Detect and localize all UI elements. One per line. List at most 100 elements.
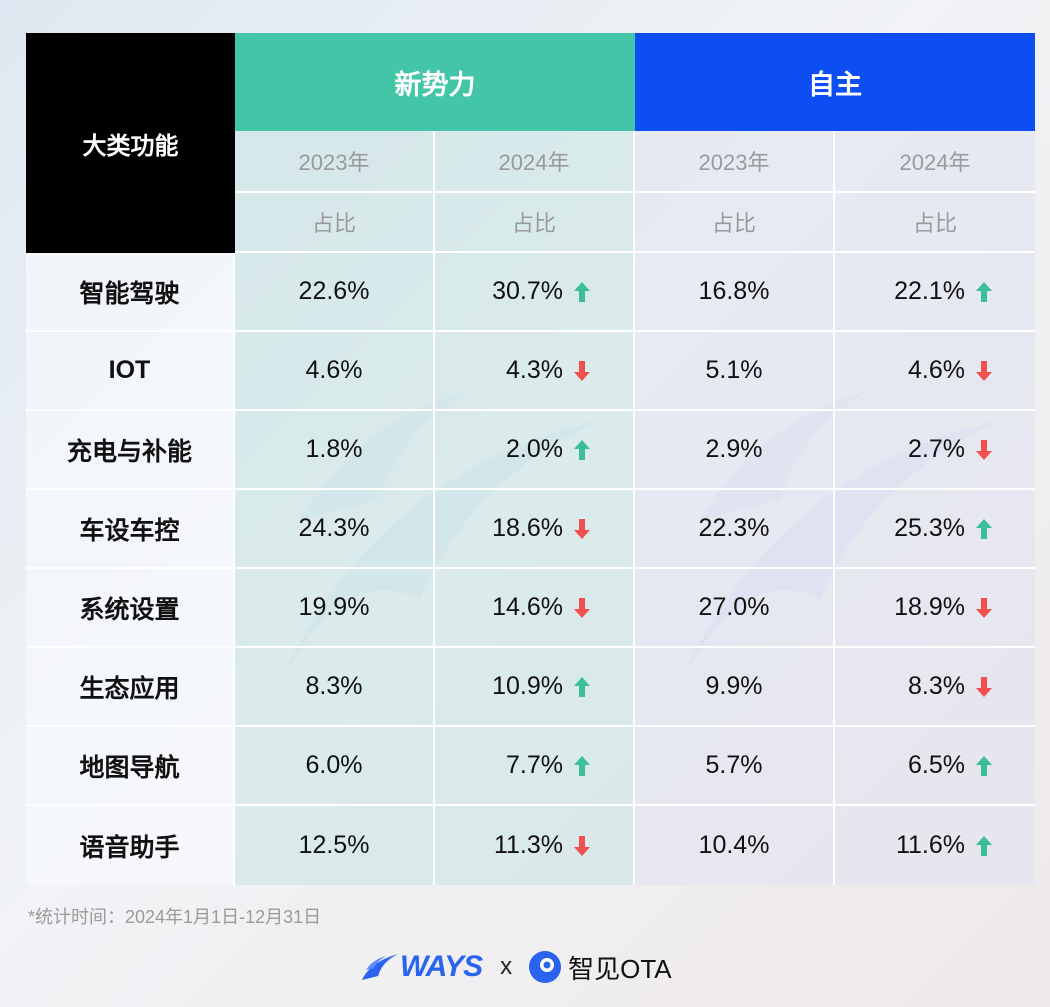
table-cell: 4.3% [435, 332, 635, 411]
row-category-label: 地图导航 [26, 727, 235, 806]
arrow-down-icon [976, 676, 992, 697]
cell-value: 22.3% [698, 514, 770, 542]
metric-header: 占比 [235, 193, 435, 253]
cell-value: 5.7% [705, 751, 763, 779]
arrow-up-icon [976, 518, 992, 539]
table-cell: 19.9% [235, 569, 435, 648]
table-cell: 14.6% [435, 569, 635, 648]
arrow-up-icon [976, 755, 992, 776]
ways-logo-text: WAYS [400, 950, 483, 983]
cell-value: 27.0% [698, 593, 770, 621]
cell-value: 8.3% [908, 672, 965, 700]
arrow-down-icon [574, 835, 590, 856]
arrow-down-icon [976, 439, 992, 460]
cell-value: 25.3% [894, 514, 965, 542]
cell-value: 1.8% [305, 435, 363, 463]
cell-value: 10.9% [492, 672, 563, 700]
table-cell: 8.3% [835, 648, 1035, 727]
cell-value: 5.1% [705, 356, 763, 384]
brand-bar: WAYS x 智见OTA [360, 945, 672, 989]
table-cell: 24.3% [235, 490, 435, 569]
cell-value: 8.3% [305, 672, 363, 700]
row-category-label: 智能驾驶 [26, 253, 235, 332]
cell-value: 10.4% [698, 831, 770, 859]
cell-value: 4.6% [908, 356, 965, 384]
cell-value: 11.6% [895, 831, 965, 859]
table-cell: 2.7% [835, 411, 1035, 490]
arrow-up-icon [976, 835, 992, 856]
row-category-label: IOT [26, 332, 235, 411]
cell-value: 19.9% [298, 593, 370, 621]
zhijian-logo-text: 智见OTA [568, 953, 672, 984]
row-category-label: 充电与补能 [26, 411, 235, 490]
arrow-up-icon [574, 439, 590, 460]
table-cell: 5.7% [635, 727, 835, 806]
data-table: 大类功能 新势力 自主 2023年 2024年 2023年 2024年 占比 占… [26, 33, 1035, 886]
row-category-label: 系统设置 [26, 569, 235, 648]
cell-value: 11.3% [493, 831, 563, 859]
arrow-down-icon [574, 360, 590, 381]
table-cell: 22.6% [235, 253, 435, 332]
table-cell: 10.9% [435, 648, 635, 727]
year-header: 2023年 [635, 131, 835, 193]
table-cell: 11.6% [835, 806, 1035, 885]
metric-header: 占比 [435, 193, 635, 253]
year-header: 2024年 [435, 131, 635, 193]
year-header: 2023年 [235, 131, 435, 193]
cell-value: 14.6% [492, 593, 563, 621]
table-cell: 7.7% [435, 727, 635, 806]
cell-value: 18.6% [492, 514, 563, 542]
table-cell: 12.5% [235, 806, 435, 885]
row-category-label: 车设车控 [26, 490, 235, 569]
zhijian-logo-icon [529, 951, 562, 983]
table-cell: 8.3% [235, 648, 435, 727]
cell-value: 4.3% [506, 356, 563, 384]
cell-value: 22.6% [298, 277, 370, 305]
table-cell: 18.9% [835, 569, 1035, 648]
year-header: 2024年 [835, 131, 1035, 193]
table-cell: 10.4% [635, 806, 835, 885]
cell-value: 7.7% [506, 751, 563, 779]
cell-value: 4.6% [305, 356, 363, 384]
arrow-up-icon [574, 676, 590, 697]
cell-value: 22.1% [894, 277, 965, 305]
footnote: *统计时间：2024年1月1日-12月31日 [28, 907, 322, 927]
cell-value: 6.0% [305, 751, 363, 779]
table-cell: 9.9% [635, 648, 835, 727]
corner-header: 大类功能 [26, 33, 235, 253]
arrow-up-icon [976, 281, 992, 302]
table-cell: 18.6% [435, 490, 635, 569]
arrow-up-icon [574, 281, 590, 302]
cell-value: 2.0% [506, 435, 563, 463]
brand-separator: x [500, 953, 513, 980]
table-cell: 4.6% [835, 332, 1035, 411]
cell-value: 12.5% [298, 831, 370, 859]
group-header-new: 新势力 [235, 33, 635, 131]
arrow-down-icon [976, 360, 992, 381]
cell-value: 6.5% [908, 751, 965, 779]
row-category-label: 语音助手 [26, 806, 235, 885]
row-category-label: 生态应用 [26, 648, 235, 727]
cell-value: 24.3% [298, 514, 370, 542]
arrow-down-icon [574, 597, 590, 618]
cell-value: 2.7% [908, 435, 965, 463]
ways-logo-icon [362, 954, 398, 980]
cell-value: 16.8% [698, 277, 770, 305]
table-cell: 2.0% [435, 411, 635, 490]
table-cell: 6.5% [835, 727, 1035, 806]
table-cell: 4.6% [235, 332, 435, 411]
table-cell: 25.3% [835, 490, 1035, 569]
table-cell: 22.1% [835, 253, 1035, 332]
table-cell: 27.0% [635, 569, 835, 648]
group-header-own: 自主 [635, 33, 1035, 131]
table-cell: 1.8% [235, 411, 435, 490]
cell-value: 9.9% [705, 672, 763, 700]
cell-value: 30.7% [492, 277, 563, 305]
arrow-down-icon [976, 597, 992, 618]
metric-header: 占比 [835, 193, 1035, 253]
table-cell: 22.3% [635, 490, 835, 569]
cell-value: 18.9% [894, 593, 965, 621]
cell-value: 2.9% [705, 435, 763, 463]
table-cell: 2.9% [635, 411, 835, 490]
table-cell: 6.0% [235, 727, 435, 806]
